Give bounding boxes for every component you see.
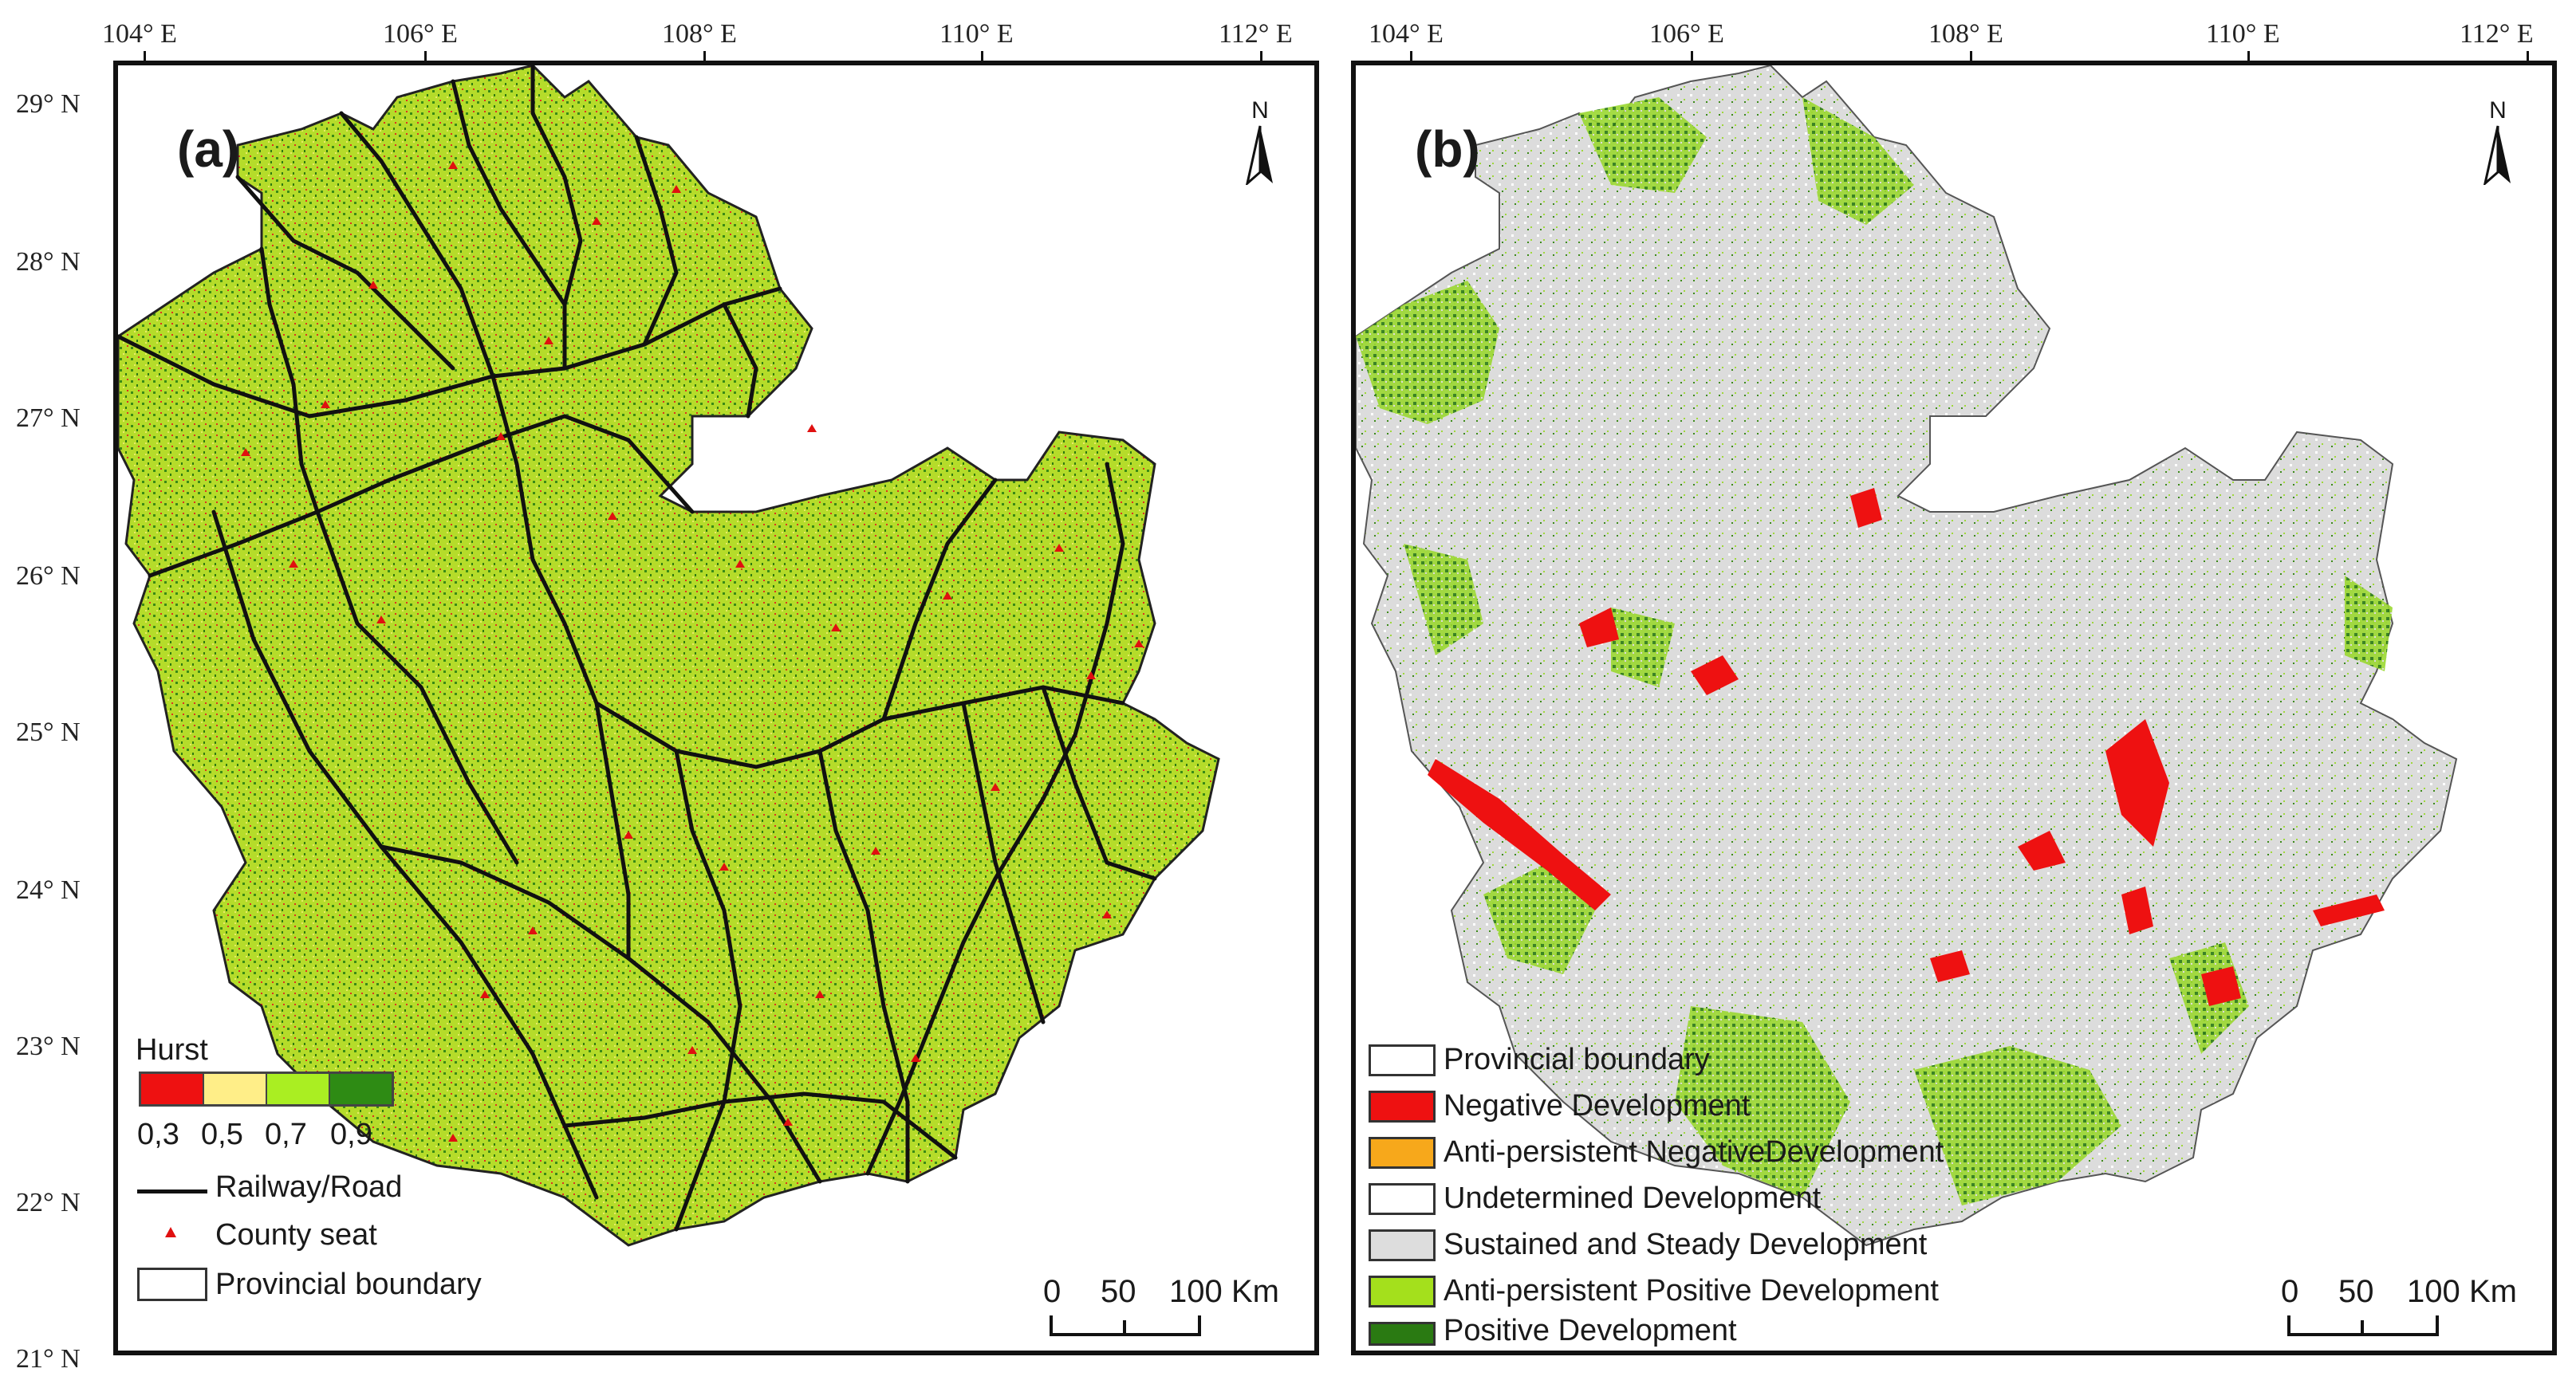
north-label: N	[2489, 97, 2507, 124]
north-arrow-icon: N	[2474, 97, 2522, 185]
lon-label: 104° E	[102, 19, 177, 49]
legend-label: Anti-persistent Positive Development	[1444, 1274, 1939, 1307]
scale-label: 100	[2407, 1274, 2460, 1309]
lon-label: 112° E	[1219, 19, 1293, 49]
legend-label: Anti-persistent NegativeDevelopment	[1444, 1135, 1944, 1169]
legend-swatch	[1369, 1183, 1436, 1215]
road-legend-label: Railway/Road	[215, 1170, 403, 1204]
legend-label: Undetermined Development	[1444, 1182, 1822, 1215]
lon-label: 104° E	[1369, 19, 1444, 49]
tick-mark	[144, 51, 146, 62]
lat-label: 25° N	[16, 718, 81, 747]
lon-label: 110° E	[2206, 19, 2280, 49]
hurst-map	[118, 65, 1220, 1247]
legend-label: Provincial boundary	[1444, 1043, 1710, 1076]
legend-swatch	[1369, 1137, 1436, 1169]
tick-mark	[1260, 51, 1262, 62]
boundary-legend-label: Provincial boundary	[215, 1268, 482, 1301]
scale-unit: Km	[2469, 1274, 2517, 1309]
tick-mark	[2527, 51, 2529, 62]
arrow-icon	[1246, 125, 1273, 185]
lat-label: 28° N	[16, 247, 81, 277]
ramp-swatch	[266, 1074, 329, 1104]
map-panel-b: (b) N Provincial boundary Negative Devel…	[1351, 61, 2557, 1355]
ramp-label: 0,9	[330, 1118, 372, 1151]
arrow-icon	[2483, 125, 2511, 185]
legend-label: Negative Development	[1444, 1089, 1751, 1123]
lon-label: 108° E	[662, 19, 737, 49]
scale-unit: Km	[1231, 1274, 1279, 1309]
map-panel-a: (a) N Hurst 0,3 0,5 0,7 0,9 Railway/Road…	[113, 61, 1319, 1355]
tick-mark	[981, 51, 983, 62]
region-shape	[1356, 65, 2458, 1247]
negative-development-areas	[1428, 488, 2385, 1006]
legend-title: Hurst	[136, 1033, 208, 1067]
panel-label-a: (a)	[177, 120, 240, 178]
legend-swatch	[1369, 1229, 1436, 1261]
lon-label: 108° E	[1928, 19, 2003, 49]
ramp-label: 0,3	[137, 1118, 179, 1151]
ramp-swatch	[203, 1074, 266, 1104]
tick-mark	[424, 51, 427, 62]
legend-label: Positive Development	[1444, 1314, 1737, 1347]
scale-line	[1050, 1315, 1201, 1336]
lon-label: 110° E	[939, 19, 1014, 49]
ramp-swatch	[329, 1074, 392, 1104]
scale-line	[2287, 1315, 2439, 1336]
positive-development-areas	[1356, 97, 2393, 1205]
legend-swatch	[1369, 1091, 1436, 1123]
hurst-color-ramp	[139, 1072, 394, 1107]
lat-label: 26° N	[16, 561, 81, 591]
north-arrow-icon: N	[1236, 97, 1284, 185]
lon-label: 106° E	[1649, 19, 1724, 49]
lat-label: 23° N	[16, 1032, 81, 1061]
road-network	[118, 65, 1157, 1232]
tick-mark	[2247, 51, 2250, 62]
lat-label: 24° N	[16, 875, 81, 905]
county-legend-label: County seat	[215, 1218, 377, 1252]
legend-swatch	[1369, 1044, 1436, 1076]
legend-swatch	[1369, 1276, 1436, 1307]
development-map	[1356, 65, 2458, 1247]
north-label: N	[1251, 97, 1269, 124]
ramp-swatch	[141, 1074, 203, 1104]
tick-mark	[1410, 51, 1412, 62]
scale-label: 0	[2281, 1274, 2299, 1309]
county-seat-icon	[165, 1227, 176, 1237]
lon-label: 112° E	[2460, 19, 2534, 49]
lat-label: 27° N	[16, 403, 81, 433]
ramp-label: 0,7	[265, 1118, 307, 1151]
legend-swatch	[1369, 1322, 1436, 1346]
tick-mark	[1970, 51, 1972, 62]
boundary-swatch	[137, 1268, 207, 1301]
lat-label: 29° N	[16, 89, 81, 119]
lat-label: 22° N	[16, 1188, 81, 1217]
panel-label-b: (b)	[1415, 120, 1480, 178]
scale-label: 0	[1043, 1274, 1062, 1309]
lon-label: 106° E	[383, 19, 458, 49]
scale-label: 50	[2338, 1274, 2374, 1309]
lat-label: 21° N	[16, 1344, 81, 1374]
legend-label: Sustained and Steady Development	[1444, 1228, 1928, 1261]
county-seats	[241, 161, 1144, 1142]
tick-mark	[1691, 51, 1693, 62]
tick-mark	[703, 51, 706, 62]
ramp-label: 0,5	[201, 1118, 243, 1151]
scale-label: 100	[1169, 1274, 1223, 1309]
scale-label: 50	[1101, 1274, 1136, 1309]
road-line-icon	[137, 1189, 207, 1193]
